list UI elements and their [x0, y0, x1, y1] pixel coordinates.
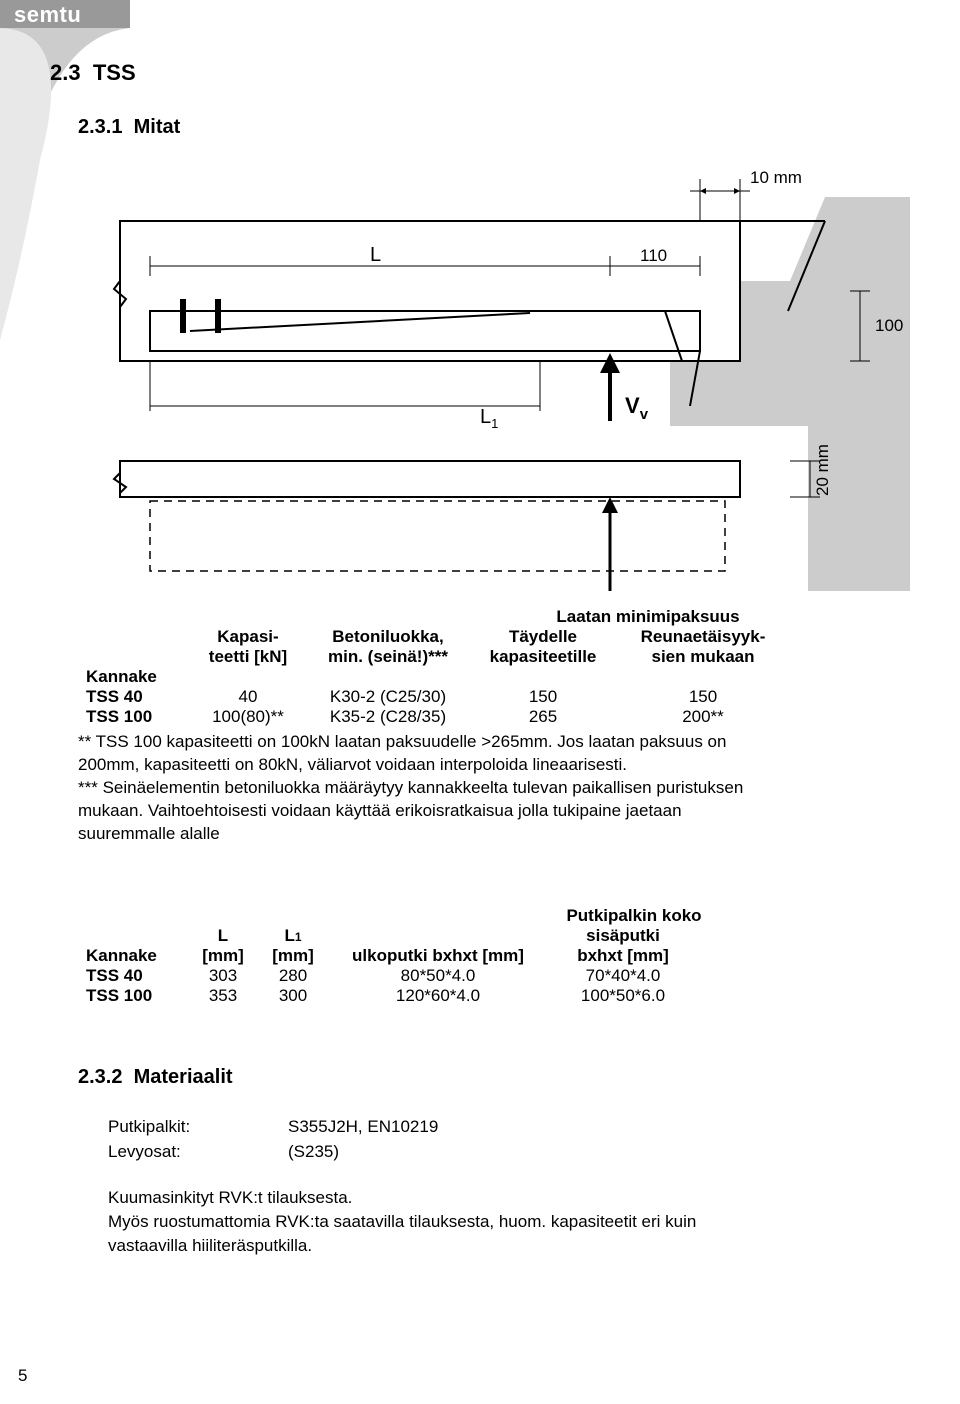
materials-levyosat-val: (S235) [288, 1140, 339, 1164]
page-number: 5 [18, 1366, 27, 1386]
table-row: TSS 40 303 280 80*50*4.0 70*40*4.0 [78, 966, 698, 986]
subsection2-heading: 2.3.2 Materiaalit [78, 1066, 910, 1089]
cell-L: 303 [188, 966, 258, 986]
th-L: L [188, 926, 258, 946]
dim-20mm: 20 mm [813, 444, 832, 496]
table2-superheader: Putkipalkin koko [358, 906, 910, 926]
table2: L L1 sisäputki Kannake [mm] [mm] ulkoput… [78, 926, 698, 1006]
cell-kannake: TSS 100 [78, 986, 188, 1006]
diagram-svg: 10 mm L 110 100 L1 Vv [50, 161, 910, 591]
materials-note: Kuumasinkityt RVK:t tilauksesta. [108, 1186, 910, 1210]
footnote-line: mukaan. Vaihtoehtoisesti voidaan käyttää… [78, 800, 848, 823]
materials-note: Myös ruostumattomia RVK:ta saatavilla ti… [108, 1210, 910, 1234]
table1-superheader: Laatan minimipaksuus [468, 607, 828, 627]
cell-L1: 280 [258, 966, 328, 986]
cell-outer: 120*60*4.0 [328, 986, 548, 1006]
table-capacity: Laatan minimipaksuus Kapasi-teetti [kN] … [78, 607, 828, 727]
dim-L: L [370, 244, 381, 266]
cell-kap: 100(80)** [188, 707, 308, 727]
subsection2-title: Materiaalit [134, 1066, 233, 1088]
dim-110: 110 [640, 246, 667, 265]
dim-L1: L1 [480, 406, 498, 431]
th-beton: Betoniluokka,min. (seinä!)*** [308, 627, 468, 667]
label-Vv: Vv [625, 393, 649, 423]
th-inner: sisäputki [548, 926, 698, 946]
th-L1-unit: [mm] [258, 946, 328, 966]
footnote-line: 200mm, kapasiteetti on 80kN, väliarvot v… [78, 754, 848, 777]
th-tayde: Täydellekapasiteetille [468, 627, 618, 667]
footnote-line: ** TSS 100 kapasiteetti on 100kN laatan … [78, 731, 848, 754]
cell-tayde: 265 [468, 707, 618, 727]
cell-outer: 80*50*4.0 [328, 966, 548, 986]
section-title: TSS [93, 60, 136, 85]
cell-reuna: 200** [618, 707, 788, 727]
cell-inner: 100*50*6.0 [548, 986, 698, 1006]
th-kapasi: Kapasi-teetti [kN] [188, 627, 308, 667]
footnote-line: suuremmalle alalle [78, 823, 848, 846]
cell-kap: 40 [188, 687, 308, 707]
section-heading: 2.3 TSS [50, 60, 910, 86]
materials-levyosat-label: Levyosat: [108, 1140, 288, 1164]
table-row: TSS 100 100(80)** K35-2 (C28/35) 265 200… [78, 707, 788, 727]
cell-kannake: TSS 100 [78, 707, 188, 727]
dim-10mm: 10 mm [750, 168, 802, 187]
subsection1-num: 2.3.1 [78, 116, 122, 138]
cell-kannake: TSS 40 [78, 966, 188, 986]
subsection2-num: 2.3.2 [78, 1066, 122, 1088]
th-kannake: Kannake [78, 946, 188, 966]
table-row: TSS 40 40 K30-2 (C25/30) 150 150 [78, 687, 788, 707]
table1: Kapasi-teetti [kN] Betoniluokka,min. (se… [78, 627, 788, 727]
cell-L: 353 [188, 986, 258, 1006]
table-dimensions: Putkipalkin koko L L1 sisäputki Kannake … [78, 906, 910, 1006]
cell-tayde: 150 [468, 687, 618, 707]
materials-block: Putkipalkit: S355J2H, EN10219 Levyosat: … [108, 1115, 910, 1258]
dim-100: 100 [875, 316, 903, 335]
footnote-line: *** Seinäelementin betoniluokka määräyty… [78, 777, 848, 800]
cell-beton: K35-2 (C28/35) [308, 707, 468, 727]
technical-diagram: 10 mm L 110 100 L1 Vv [50, 161, 910, 591]
materials-note: vastaavilla hiiliteräsputkilla. [108, 1234, 910, 1258]
th-kannake: Kannake [78, 667, 188, 687]
cell-inner: 70*40*4.0 [548, 966, 698, 986]
cell-kannake: TSS 40 [78, 687, 188, 707]
page-content: 2.3 TSS 2.3.1 Mitat [50, 60, 910, 1258]
th-L1: L1 [258, 926, 328, 946]
th-reuna: Reunaetäisyyk-sien mukaan [618, 627, 788, 667]
section-num: 2.3 [50, 60, 81, 85]
cell-L1: 300 [258, 986, 328, 1006]
subsection1-title: Mitat [134, 116, 181, 138]
cell-reuna: 150 [618, 687, 788, 707]
materials-putkipalkit-val: S355J2H, EN10219 [288, 1115, 438, 1139]
cell-beton: K30-2 (C25/30) [308, 687, 468, 707]
materials-putkipalkit-label: Putkipalkit: [108, 1115, 288, 1139]
subsection-heading: 2.3.1 Mitat [78, 116, 910, 139]
table-row: TSS 100 353 300 120*60*4.0 100*50*6.0 [78, 986, 698, 1006]
th-inner2: bxhxt [mm] [548, 946, 698, 966]
brand-logo: semtu [14, 2, 81, 28]
th-outer: ulkoputki bxhxt [mm] [328, 946, 548, 966]
th-L-unit: [mm] [188, 946, 258, 966]
footnotes: ** TSS 100 kapasiteetti on 100kN laatan … [78, 731, 848, 846]
